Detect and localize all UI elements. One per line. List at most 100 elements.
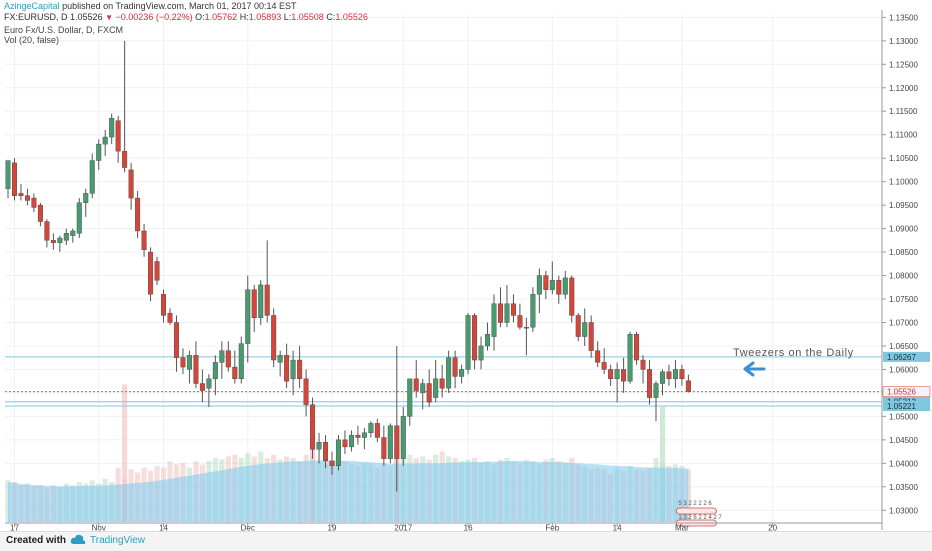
candle [627, 331, 633, 384]
candle-body-up [530, 294, 536, 328]
candle [258, 280, 264, 325]
time-tick-label: Feb [545, 524, 559, 532]
candle-body-up [96, 143, 102, 161]
price-tick-label: 1.10000 [889, 178, 918, 187]
events-row-1: 5 3 2 2 2 2 6 [678, 501, 712, 507]
candle [335, 435, 341, 471]
symbol-label[interactable]: FX:EURUSD, D [4, 12, 68, 22]
current-price-badge: 1.05526 [882, 386, 931, 397]
candle-body-up [446, 357, 452, 389]
candle-body-down [297, 359, 303, 380]
candle [76, 198, 82, 238]
candle [161, 289, 167, 323]
candle [679, 364, 685, 386]
candle [89, 153, 95, 199]
price-axis[interactable]: 1.13500 1.13000 1.12500 1.12000 1.11500 1.110… [881, 10, 931, 530]
candle [122, 40, 128, 173]
candle-body-up [277, 355, 283, 363]
candle-body-up [5, 160, 11, 189]
volume-spike-bar [659, 406, 666, 522]
price-tick-label: 1.05000 [889, 412, 918, 421]
candle-body-up [523, 326, 529, 329]
candle [439, 364, 445, 398]
candle-body-down [394, 425, 400, 459]
candle [102, 130, 108, 156]
candle-body-up [57, 237, 63, 243]
low-label: L: [283, 12, 292, 22]
candle-body-up [102, 136, 108, 145]
candle-body-up [238, 343, 244, 380]
price-tick-label: 1.04000 [889, 459, 918, 468]
candle-body-down [608, 369, 614, 380]
candle [536, 268, 542, 314]
candle [109, 113, 115, 145]
candle-body-down [381, 437, 387, 459]
time-axis[interactable]: 17 Nov 14 Dec 19 2017 16 Feb 14 Mar 20 [5, 522, 882, 532]
volume-indicator-label[interactable]: Vol (20, false) [4, 35, 60, 45]
candle [271, 308, 277, 368]
candle-body-down [439, 378, 445, 389]
candle [452, 350, 458, 389]
candle-body-down [50, 240, 56, 243]
price-tick-label: 1.09500 [889, 201, 918, 210]
price-tick-label: 1.08500 [889, 248, 918, 257]
candle [374, 418, 380, 443]
price-tick-label: 1.04500 [889, 436, 918, 445]
candle-body-down [122, 150, 128, 168]
candle [251, 284, 257, 332]
candle-body-down [640, 359, 646, 370]
price-tick-label: 1.07000 [889, 318, 918, 327]
candle-body-down [355, 434, 361, 438]
price-tick-label: 1.12500 [889, 60, 918, 69]
candle-body-down [413, 378, 419, 391]
annotation-arrow-icon [743, 361, 766, 377]
candle [31, 193, 37, 213]
candle-body-up [212, 362, 218, 380]
candle [148, 247, 154, 302]
candle [186, 350, 192, 384]
price-label-text: 1.05221 [887, 402, 916, 411]
candle [387, 423, 393, 464]
publish-line: AzingeCapital published on TradingView.c… [4, 1, 297, 11]
candle [433, 360, 439, 403]
candle-body-down [173, 322, 179, 358]
candle [128, 162, 134, 210]
time-tick-label: 17 [10, 524, 19, 532]
price-tick-label: 1.10500 [889, 154, 918, 163]
close-value: 1.05526 [335, 12, 368, 22]
candle [485, 322, 491, 351]
candle-body-down [251, 289, 257, 318]
candle [601, 348, 607, 375]
candle [225, 341, 231, 372]
tradingview-logo[interactable]: TradingView [70, 534, 145, 546]
candle-body-up [465, 315, 471, 370]
candle-body-up [562, 277, 568, 295]
candle [653, 381, 659, 422]
event-badge [676, 507, 717, 515]
candle [57, 235, 63, 253]
time-tick-label: 19 [328, 524, 337, 532]
candle-body-up [536, 275, 542, 295]
candle [659, 369, 665, 396]
candle [206, 374, 212, 407]
candle-body-up [63, 233, 69, 241]
price-label-bg [883, 401, 930, 412]
candle [413, 360, 419, 398]
candle [621, 357, 627, 393]
candle-body-down [232, 366, 238, 380]
candle-body-down [666, 371, 672, 380]
author-link[interactable]: AzingeCapital [4, 1, 60, 11]
candle-body-down [497, 303, 503, 323]
series-description[interactable]: Euro Fx/U.S. Dollar, D, FXCM [4, 25, 124, 35]
candle-body-up [420, 383, 426, 394]
candle [472, 313, 478, 370]
chart-canvas[interactable]: 5 3 2 2 2 2 6 1 3 2 6 2 2 4 2 7 Tweezers … [0, 0, 932, 531]
candle-body-up [316, 441, 322, 450]
candle-body-up [89, 160, 95, 194]
candle-body-up [290, 359, 296, 380]
horizontal-lines [5, 356, 882, 407]
chart-background [0, 0, 932, 531]
candle-body-down [374, 423, 380, 438]
candle-body-down [452, 357, 458, 377]
price-tick-label: 1.11500 [889, 107, 918, 116]
